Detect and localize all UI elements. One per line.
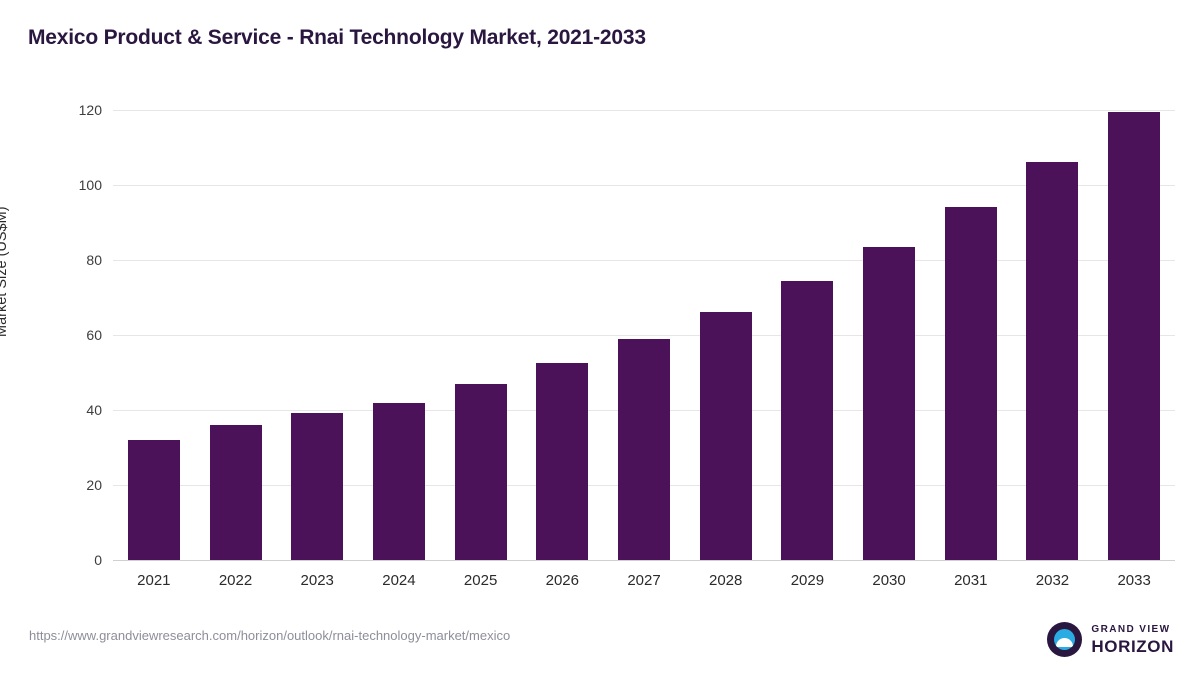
- bar[interactable]: [127, 439, 180, 560]
- bar[interactable]: [781, 281, 834, 560]
- x-tick-label: 2023: [300, 572, 334, 589]
- horizon-logo-icon: [1047, 622, 1083, 657]
- x-tick-label: 2026: [545, 572, 579, 589]
- plot-area: [113, 110, 1175, 560]
- x-tick-label: 2022: [218, 572, 253, 589]
- x-tick-label: 2028: [709, 572, 743, 589]
- y-tick-label: 40: [86, 402, 102, 418]
- y-tick-label: 120: [78, 102, 102, 118]
- x-tick-label: 2027: [627, 572, 661, 589]
- x-tick-label: 2033: [1117, 572, 1151, 589]
- bar[interactable]: [536, 362, 589, 560]
- bar[interactable]: [454, 383, 507, 560]
- bar[interactable]: [209, 425, 262, 560]
- x-axis-line: [113, 560, 1175, 561]
- logo-line-1: GRAND VIEW: [1091, 623, 1171, 635]
- x-tick-label: 2029: [790, 572, 825, 589]
- source-url[interactable]: https://www.grandviewresearch.com/horizo…: [29, 628, 511, 643]
- y-tick-label: 20: [86, 477, 102, 493]
- y-tick-label: 100: [78, 177, 102, 193]
- y-tick-label: 80: [86, 252, 102, 268]
- gridline: [113, 335, 1175, 336]
- gridline: [113, 260, 1175, 261]
- bar[interactable]: [1108, 111, 1161, 560]
- bar[interactable]: [1026, 162, 1079, 560]
- bar[interactable]: [863, 246, 916, 560]
- x-tick-label: 2025: [463, 572, 498, 589]
- x-tick-label: 2032: [1035, 572, 1070, 589]
- logo-text: GRAND VIEW HORIZON: [1091, 623, 1174, 656]
- page-title: Mexico Product & Service - Rnai Technolo…: [28, 26, 646, 49]
- bar[interactable]: [618, 338, 670, 560]
- y-tick-label: 60: [86, 327, 102, 343]
- y-tick-label: 0: [94, 552, 102, 568]
- bar[interactable]: [291, 412, 344, 560]
- x-tick-label: 2021: [137, 572, 171, 589]
- x-tick-label: 2024: [382, 572, 416, 589]
- gridline: [113, 110, 1175, 111]
- bar[interactable]: [372, 402, 425, 560]
- logo-line-2: HORIZON: [1091, 636, 1174, 656]
- brand-logo: GRAND VIEW HORIZON: [1047, 622, 1174, 657]
- bar[interactable]: [699, 311, 752, 560]
- bar[interactable]: [944, 206, 997, 560]
- x-tick-label: 2031: [954, 572, 988, 589]
- x-tick-label: 2030: [872, 572, 906, 589]
- gridline: [113, 185, 1175, 186]
